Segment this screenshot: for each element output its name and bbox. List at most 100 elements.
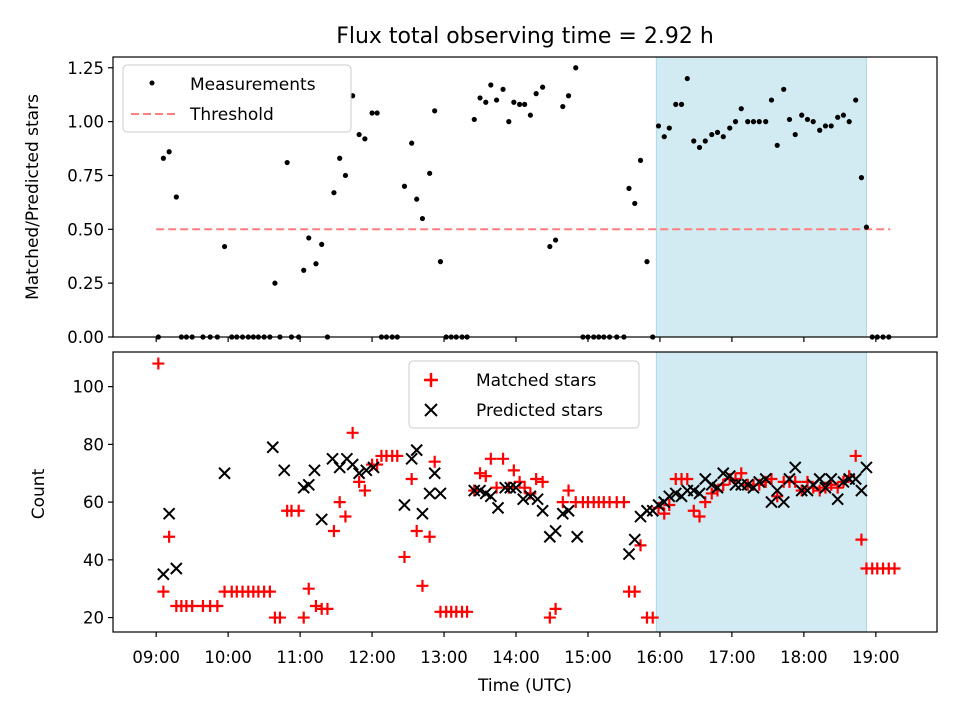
measurement-point (401, 183, 408, 189)
legend-measurements-label: Measurements (190, 75, 316, 95)
predicted-star-point (428, 467, 441, 480)
top-y-tick-label: 1.00 (67, 113, 104, 132)
measurement-point (786, 116, 793, 123)
matched-star-point (617, 496, 630, 509)
predicted-star-point (157, 568, 170, 581)
matched-star-point (321, 602, 334, 615)
predicted-star-point (308, 464, 321, 477)
predicted-star-point (711, 481, 724, 494)
matched-star-point (410, 524, 423, 537)
matched-star-point (681, 473, 694, 486)
predicted-star-point (398, 498, 411, 512)
predicted-star-point (352, 467, 366, 480)
matched-star-point (423, 530, 436, 543)
predicted-star-point (849, 472, 862, 486)
legend-measurements-marker (149, 80, 155, 86)
measurement-point (319, 241, 325, 247)
measurement-point (511, 99, 517, 105)
measurement-point (644, 259, 650, 265)
predicted-star-point (326, 452, 339, 466)
bottom-y-axis-label: Count (29, 468, 49, 519)
measurement-point (221, 243, 228, 250)
predicted-star-point (405, 452, 418, 466)
measurement-point (666, 125, 672, 131)
measurement-point (768, 97, 775, 103)
measurement-point (828, 123, 834, 129)
measurement-point (547, 243, 553, 250)
predicted-star-point (813, 472, 826, 486)
matched-star-point (211, 600, 224, 613)
measurement-point (369, 110, 375, 116)
measurement-point (272, 280, 278, 286)
predicted-star-point (484, 490, 498, 503)
bottom-axes-frame (112, 351, 938, 633)
matched-star-point (339, 510, 352, 523)
matched-star-point (765, 473, 778, 486)
matched-star-point (398, 550, 411, 563)
matched-star-point (273, 611, 286, 624)
predicted-star-point (640, 504, 654, 517)
measurement-point (356, 131, 362, 138)
x-tick-label: 15:00 (564, 648, 612, 667)
predicted-star-point (410, 443, 423, 457)
matched-star-point (461, 605, 474, 618)
measurement-point (756, 119, 762, 125)
measurement-point (863, 224, 870, 230)
predicted-star-point (777, 495, 790, 509)
predicted-star-point (434, 487, 447, 500)
matched-star-point (855, 533, 868, 546)
measurement-point (560, 103, 566, 110)
predicted-star-point (717, 467, 730, 480)
matched-star-point (474, 467, 487, 480)
top-y-tick-label: 0.50 (67, 220, 104, 239)
matched-star-point (186, 600, 199, 613)
measurement-point (714, 129, 721, 135)
top-legend-box (122, 64, 352, 133)
predicted-star-point (562, 504, 575, 517)
measurement-point (822, 123, 829, 129)
matched-star-point (405, 473, 418, 486)
predicted-star-point (789, 461, 802, 474)
measurement-point (331, 190, 337, 196)
measurement-point (552, 237, 559, 243)
predicted-star-point (759, 472, 772, 486)
measurement-point (846, 119, 852, 125)
measurement-point (414, 196, 420, 202)
measurement-point (632, 200, 638, 207)
predicted-star-point (855, 484, 868, 497)
matched-star-point (479, 470, 492, 483)
matched-star-point (831, 481, 844, 494)
predicted-star-point (825, 472, 838, 486)
matched-star-point (735, 467, 748, 480)
measurement-point (799, 112, 805, 118)
bottom-y-tick-label: 20 (83, 609, 104, 628)
measurement-point (732, 119, 739, 125)
matched-star-point (549, 602, 562, 615)
matched-star-point (416, 579, 429, 592)
measurement-point (493, 97, 500, 103)
measurement-point (483, 99, 489, 105)
measurement-point (661, 134, 667, 140)
top-y-tick-label: 0.25 (67, 274, 104, 293)
x-tick-label: 16:00 (636, 648, 684, 667)
matched-star-point (353, 475, 366, 488)
x-tick-label: 14:00 (492, 648, 540, 667)
matched-star-point (849, 449, 862, 462)
matched-star-point (888, 562, 901, 575)
predicted-star-point (531, 493, 544, 506)
measurement-point (166, 149, 172, 155)
predicted-star-point (622, 547, 636, 561)
top-y-axis-label: Matched/Predicted stars (23, 94, 43, 300)
bottom-y-tick-label: 40 (83, 551, 104, 570)
predicted-star-point (416, 507, 429, 520)
matched-star-point (771, 490, 784, 503)
measurement-point (160, 155, 166, 161)
bottom-legend: Matched stars Predicted stars (408, 360, 640, 429)
predicted-star-point (346, 458, 359, 471)
legend-predicted-label: Predicted stars (476, 401, 603, 421)
matched-star-point (497, 452, 510, 465)
measurement-point (727, 125, 733, 131)
predicted-star-point (524, 490, 537, 503)
top-axes-frame (112, 56, 938, 338)
measurement-point (313, 261, 319, 267)
